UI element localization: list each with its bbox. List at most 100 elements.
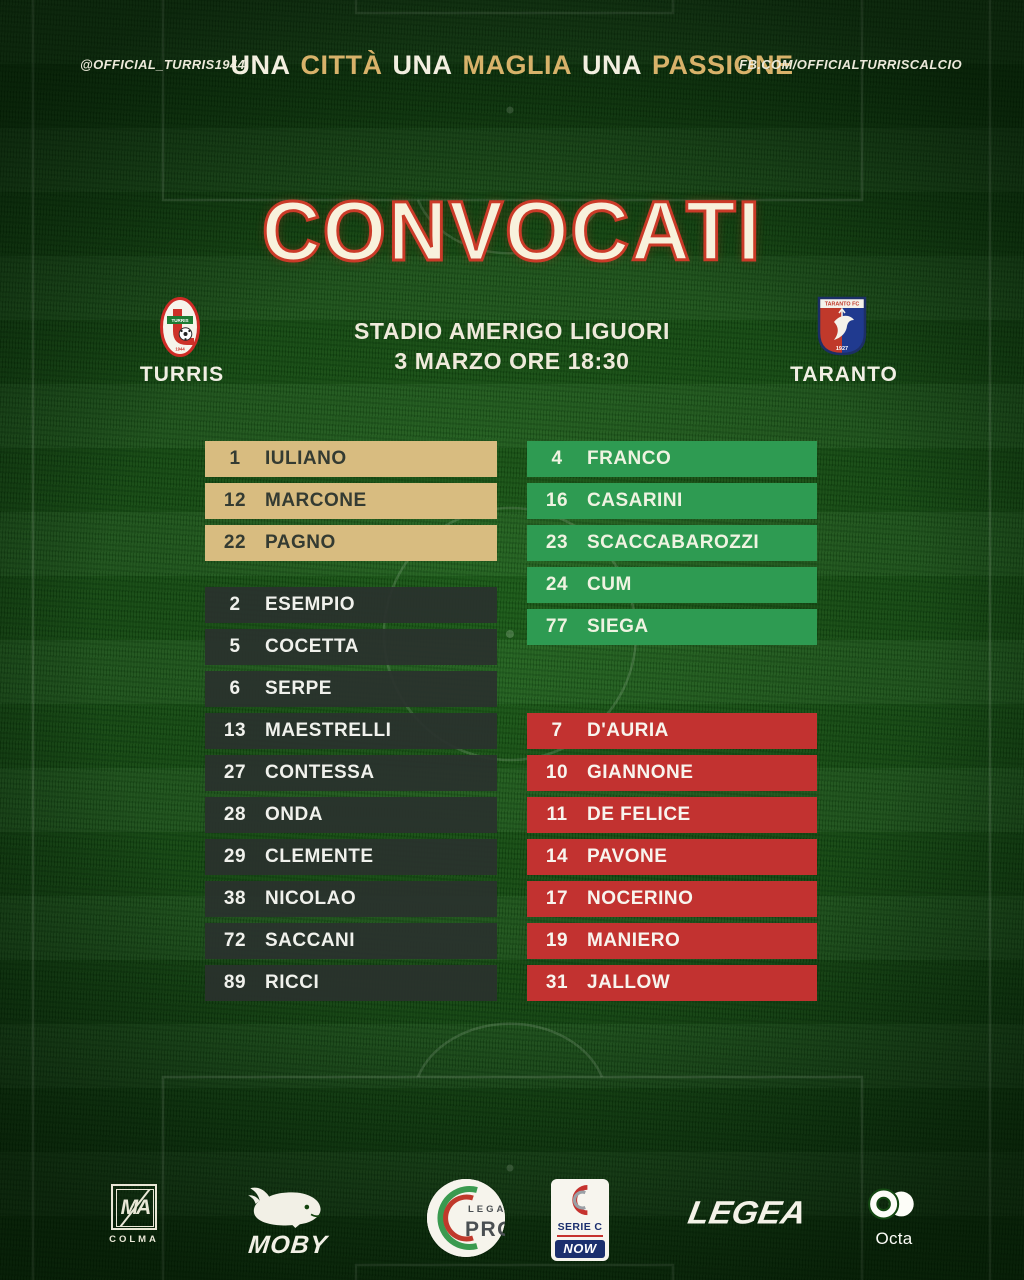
instagram-handle: @OFFICIAL_TURRIS1944 (80, 57, 246, 72)
home-team-name: TURRIS (139, 363, 225, 386)
player-number: 38 (223, 888, 247, 909)
taranto-crest-year: 1927 (836, 346, 848, 352)
slogan: UNA CITTÀ UNA MAGLIA UNA PASSIONE (0, 50, 1024, 81)
player-row: 5 COCETTA (205, 629, 497, 665)
colma-logo: MA (111, 1184, 157, 1230)
facebook-handle: FB.COM/OFFICIALTURRISCALCIO (739, 57, 962, 72)
player-number: 17 (545, 888, 569, 909)
sponsor-octa: Octa (860, 1188, 928, 1249)
player-number: 13 (223, 720, 247, 741)
player-group-green: 4 FRANCO 16 CASARINI 23 SCACCABAROZZI 24 CUM 77 S… (527, 441, 817, 651)
player-row: 19 MANIERO (527, 923, 817, 959)
player-row: 4 FRANCO (527, 441, 817, 477)
player-row: 10 GIANNONE (527, 755, 817, 791)
turris-crest-year: 1944 (175, 347, 185, 352)
player-number: 31 (545, 972, 569, 993)
player-number: 10 (545, 762, 569, 783)
player-row: 72 SACCANI (205, 923, 497, 959)
player-number: 24 (545, 574, 569, 595)
player-name: PAGNO (265, 532, 336, 553)
player-row: 6 SERPE (205, 671, 497, 707)
turris-crest: TURRIS 1944 (160, 297, 200, 357)
player-row: 27 CONTESSA (205, 755, 497, 791)
player-name: NICOLAO (265, 888, 357, 909)
player-row: 1 IULIANO (205, 441, 497, 477)
player-name: DE FELICE (587, 804, 691, 825)
player-number: 14 (545, 846, 569, 867)
player-name: RICCI (265, 972, 320, 993)
player-number: 4 (551, 448, 563, 469)
player-name: SERPE (265, 678, 332, 699)
player-number: 72 (223, 930, 247, 951)
player-group-red: 7 D'AURIA 10 GIANNONE 11 DE FELICE 14 PAVONE 17 N… (527, 713, 817, 1007)
serie-c-bar (557, 1235, 603, 1237)
octa-logo (868, 1188, 914, 1220)
player-row: 16 CASARINI (527, 483, 817, 519)
player-name: FRANCO (587, 448, 672, 469)
player-row: 89 RICCI (205, 965, 497, 1001)
player-name: COCETTA (265, 636, 359, 657)
player-row: 17 NOCERINO (527, 881, 817, 917)
player-group-gold: 1 IULIANO 12 MARCONE 22 PAGNO (205, 441, 497, 567)
lega-pro-line1: LEGA (468, 1204, 505, 1215)
player-number: 6 (229, 678, 241, 699)
player-row: 22 PAGNO (205, 525, 497, 561)
player-row: 23 SCACCABAROZZI (527, 525, 817, 561)
octa-label: Octa (875, 1229, 913, 1248)
player-row: 77 SIEGA (527, 609, 817, 645)
player-number: 22 (223, 532, 247, 553)
player-name: MANIERO (587, 930, 681, 951)
player-name: CLEMENTE (265, 846, 374, 867)
away-team-name: TARANTO (790, 363, 898, 386)
player-row: 24 CUM (527, 567, 817, 603)
player-number: 1 (229, 448, 241, 469)
slogan-word: PASSIONE (651, 50, 794, 80)
stadium-name: STADIO AMERIGO LIGUORI (353, 318, 671, 344)
player-name: SACCANI (265, 930, 356, 951)
player-name: PAVONE (587, 846, 668, 867)
serie-c-now-label: NOW (555, 1240, 605, 1258)
match-info: STADIO AMERIGO LIGUORI 3 MARZO ORE 18:30 (0, 316, 1024, 376)
header: @OFFICIAL_TURRIS1944 UNA CITTÀ UNA MAGLIA UN… (0, 50, 1024, 80)
player-name: SCACCABAROZZI (587, 532, 760, 553)
player-row: 31 JALLOW (527, 965, 817, 1001)
sponsor-moby: MOBY (238, 1184, 338, 1260)
player-number: 19 (545, 930, 569, 951)
player-number: 11 (546, 804, 568, 825)
colma-label: COLMA (109, 1234, 159, 1245)
player-number: 27 (223, 762, 247, 783)
whale-icon (248, 1187, 321, 1228)
player-row: 14 PAVONE (527, 839, 817, 875)
player-name: CASARINI (587, 490, 683, 511)
slogan-word: UNA (392, 50, 453, 80)
player-number: 89 (223, 972, 247, 993)
player-row: 29 CLEMENTE (205, 839, 497, 875)
serie-c-logo (572, 1184, 588, 1216)
player-name: SIEGA (587, 616, 649, 637)
sponsor-lega-pro: LEGA PRO (427, 1179, 514, 1257)
match-datetime: 3 MARZO ORE 18:30 (394, 348, 630, 374)
player-row: 7 D'AURIA (527, 713, 817, 749)
slogan-word: CITTÀ (300, 50, 383, 80)
serie-c-label: SERIE C (557, 1221, 603, 1233)
player-number: 16 (545, 490, 569, 511)
player-number: 7 (551, 720, 563, 741)
player-name: D'AURIA (587, 720, 669, 741)
slogan-word: UNA (581, 50, 642, 80)
legea-label: LEGEA (685, 1194, 809, 1232)
player-name: ONDA (265, 804, 323, 825)
player-name: ESEMPIO (265, 594, 356, 615)
player-name: GIANNONE (587, 762, 694, 783)
player-number: 23 (545, 532, 569, 553)
sponsor-legea: LEGEA (672, 1194, 822, 1233)
player-row: 2 ESEMPIO (205, 587, 497, 623)
player-number: 2 (229, 594, 241, 615)
page-title: CONVOCATI (260, 183, 763, 280)
player-name: JALLOW (587, 972, 671, 993)
player-number: 28 (223, 804, 247, 825)
player-row: 11 DE FELICE (527, 797, 817, 833)
player-row: 13 MAESTRELLI (205, 713, 497, 749)
sponsor-serie-c: SERIE C NOW (551, 1179, 609, 1261)
player-name: IULIANO (265, 448, 347, 469)
